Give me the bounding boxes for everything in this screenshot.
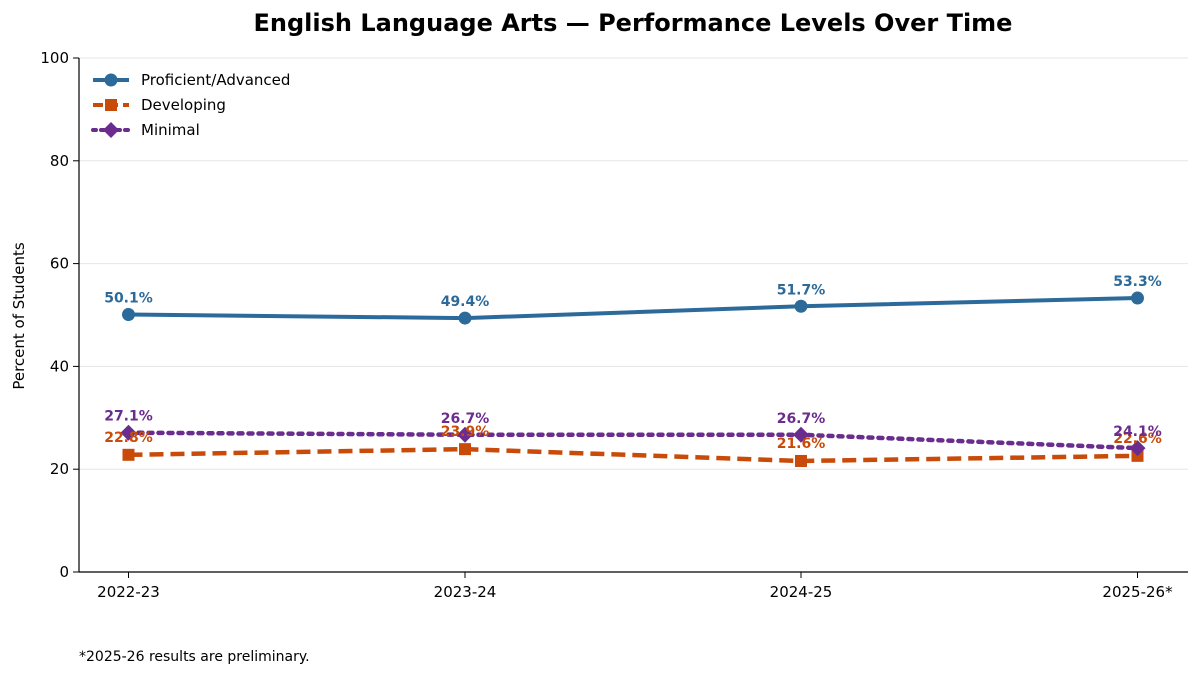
data-label: 24.1%: [1113, 424, 1162, 440]
data-point: [122, 448, 135, 461]
data-point: [122, 307, 135, 321]
data-point: [1131, 291, 1144, 305]
legend-marker: [105, 99, 117, 111]
footnote: *2025-26 results are preliminary.: [79, 649, 310, 665]
legend: Proficient/Advanced Developing Minimal: [91, 71, 290, 139]
data-label: 50.1%: [104, 290, 153, 306]
legend-label: Proficient/Advanced: [141, 71, 290, 89]
legend-item: Proficient/Advanced: [93, 71, 290, 89]
data-point: [794, 299, 808, 313]
x-tick-label: 2024-25: [770, 583, 833, 601]
data-label: 23.9%: [441, 424, 490, 440]
x-tick-label: 2025-26*: [1102, 583, 1173, 601]
y-axis-label: Percent of Students: [10, 242, 28, 389]
legend-item: Developing: [93, 96, 226, 114]
data-label: 21.6%: [777, 436, 826, 452]
data-label: 49.4%: [441, 294, 490, 310]
legend-marker: [103, 122, 119, 138]
data-labels: 50.1% 49.4% 51.7% 53.3% 22.8% 23.9% 21.6% 22.6%…: [104, 274, 1162, 452]
series-lines: [120, 291, 1146, 467]
gridlines: [79, 57, 1188, 470]
legend-label: Minimal: [141, 121, 200, 139]
data-point: [458, 311, 472, 325]
series-line-developing: [128, 446, 1138, 464]
data-label: 22.6%: [1113, 431, 1162, 447]
data-label: 22.8%: [104, 430, 153, 446]
data-point: [793, 426, 809, 443]
y-tick-label: 40: [50, 357, 69, 375]
x-tick-label: 2023-24: [434, 583, 497, 601]
y-tick-label: 20: [50, 460, 69, 478]
axes: 0 20 40 60 80 100 2022-23 2023-24 2024-25 2025-26…: [40, 49, 1188, 601]
data-point: [459, 443, 471, 456]
legend-label: Developing: [141, 96, 226, 114]
chart-title: English Language Arts — Performance Leve…: [254, 9, 1013, 37]
legend-item: Minimal: [91, 121, 200, 139]
x-tick-label: 2022-23: [97, 583, 160, 601]
legend-marker: [104, 73, 118, 87]
data-label: 53.3%: [1113, 274, 1162, 290]
data-point: [457, 426, 473, 443]
data-point: [1129, 440, 1146, 457]
y-tick-label: 80: [50, 152, 69, 170]
series-line-proficient-advanced: [128, 296, 1138, 321]
y-tick-label: 0: [59, 563, 69, 581]
y-tick-label: 100: [40, 49, 69, 67]
series-line-minimal: [126, 430, 1140, 451]
data-point: [795, 454, 807, 467]
data-label: 26.7%: [441, 411, 490, 427]
y-tick-label: 60: [50, 255, 69, 273]
data-label: 51.7%: [777, 282, 826, 298]
data-point: [120, 424, 137, 441]
data-label: 27.1%: [104, 409, 153, 425]
data-label: 26.7%: [777, 411, 826, 427]
